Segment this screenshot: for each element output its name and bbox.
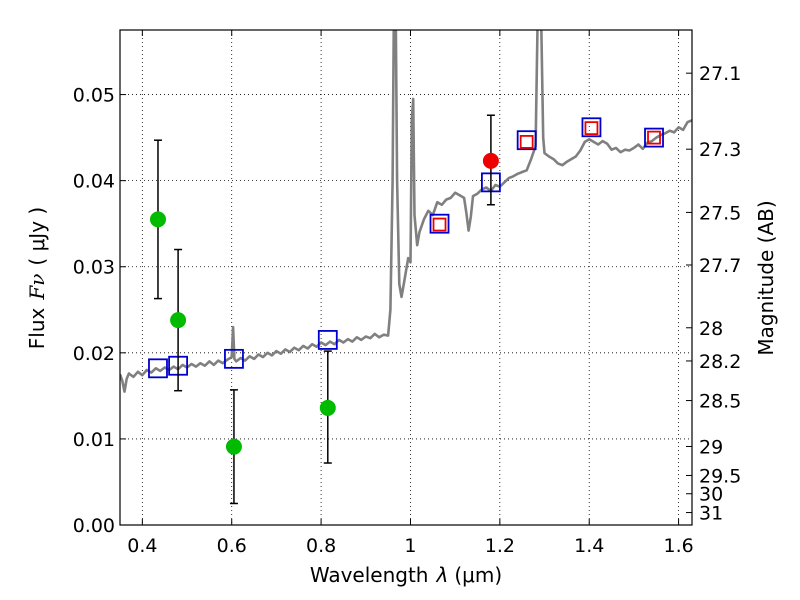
x-tick-label: 1.2 — [485, 535, 515, 557]
nir-photometry-marker — [519, 135, 534, 149]
y-tick-label: 0.03 — [73, 257, 115, 279]
x-tick-label: 1.6 — [663, 535, 693, 557]
detections-nir-point — [482, 152, 499, 169]
model-photometry-marker — [644, 127, 664, 148]
model-photometry-marker — [224, 348, 244, 369]
model-photometry-marker — [429, 213, 450, 234]
nir-photometry-marker — [647, 130, 661, 145]
x-tick-label: 0.8 — [306, 535, 336, 557]
model-photometry-marker — [317, 330, 338, 350]
x-tick-label: 0.4 — [127, 535, 157, 557]
nir-photometry-marker — [432, 217, 447, 232]
mag-tick-label: 28.5 — [699, 391, 741, 413]
spectrum-line — [120, 30, 692, 393]
model-photometry-marker — [516, 130, 537, 151]
mag-tick-label: 28.2 — [699, 351, 741, 373]
detections-optical-point — [170, 312, 187, 329]
model-photometry-marker — [148, 358, 168, 379]
y-axis-right-label: Magnitude (AB) — [754, 200, 778, 355]
mag-tick-label: 30 — [699, 484, 723, 506]
y-tick-label: 0.02 — [73, 343, 115, 365]
model-photometry-marker — [581, 117, 602, 138]
x-axis-label: Wavelength λ (μm) — [310, 563, 502, 587]
detections-optical-point — [225, 438, 242, 455]
mag-tick-label: 27.3 — [699, 139, 741, 161]
y-axis-label: FluxFν( μJy ) — [25, 207, 49, 349]
plot-area: 0.4 0.6 0.8 1 1.2 1.4 1.6 0.00 0.01 0.02 0.03 0.04 0… — [73, 29, 741, 557]
x-tick-label: 1.4 — [574, 535, 604, 557]
y-tick-label: 0.04 — [73, 171, 115, 193]
y-tick-label: 0.01 — [73, 429, 115, 451]
ticks: 0.4 0.6 0.8 1 1.2 1.4 1.6 0.00 0.01 0.02 0.03 0.04 0… — [73, 30, 741, 557]
y-tick-label: 0.05 — [73, 85, 115, 107]
data-series — [120, 30, 692, 505]
mag-tick-label: 27.1 — [699, 63, 741, 85]
x-tick-label: 0.6 — [217, 535, 247, 557]
detections-optical-point — [149, 211, 166, 228]
mag-tick-label: 29 — [699, 436, 723, 458]
x-tick-label: 1 — [404, 535, 416, 557]
mag-tick-label: 27.7 — [699, 255, 741, 277]
mag-tick-label: 28 — [699, 318, 723, 340]
plot-frame — [119, 29, 693, 526]
nir-photometry-marker — [584, 121, 599, 136]
detections-optical-point — [319, 399, 336, 416]
mag-tick-label: 31 — [699, 503, 723, 525]
y-tick-label: 0.00 — [73, 515, 115, 537]
mag-tick-label: 27.5 — [699, 202, 741, 224]
mag-tick-label: 29.5 — [699, 465, 741, 487]
